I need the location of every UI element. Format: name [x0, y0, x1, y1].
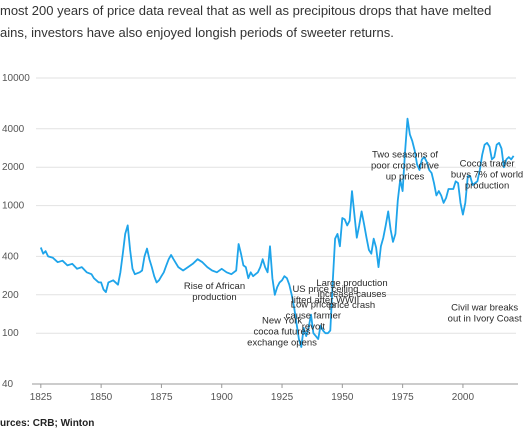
- annotation-line: Rise of African: [184, 281, 245, 292]
- annotation-line: increase causes: [318, 289, 387, 300]
- annotation-line: Large production: [316, 278, 387, 289]
- y-tick-label: 40: [2, 379, 14, 390]
- annotation-line: production: [465, 181, 509, 192]
- annotation-line: poor crops drive: [371, 161, 439, 172]
- annotation-1: Cocoa trader buys 7% of world production: [451, 159, 523, 192]
- annotation-line: up prices: [386, 172, 425, 183]
- y-tick-label: 1000: [2, 201, 25, 212]
- annotation-layer: Two seasons of poor crops drive up prices C…: [184, 150, 523, 349]
- cocoa-price-chart: 40 100 200 400 1000 2000 4000 10000 1825 1850 1875…: [2, 73, 523, 403]
- intro-line-2: ains, investors have also enjoyed longis…: [0, 25, 394, 40]
- annotation-line: Civil war breaks: [451, 303, 518, 314]
- annotation-line: revolt: [302, 322, 326, 333]
- annotation-line: cocoa futures: [254, 326, 311, 337]
- annotation-3: Civil war breaks out in Ivory Coast: [448, 303, 522, 325]
- intro-line-1: most 200 years of price data reveal that…: [0, 3, 492, 18]
- annotation-line: Cocoa trader: [460, 159, 515, 170]
- series-layer: [39, 117, 515, 348]
- series-line-0: [39, 117, 515, 348]
- y-tick-label: 10000: [2, 73, 30, 84]
- y-tick-label: 100: [2, 328, 19, 339]
- annotation-line: New York: [262, 315, 302, 326]
- annotation-6: US price ceiling lifted after WWII: [292, 284, 360, 306]
- annotation-line: lifted after WWII: [292, 295, 360, 306]
- annotation-4: Large production increase causes price cra…: [316, 278, 387, 311]
- source-note: urces: CRB; Winton: [0, 418, 95, 429]
- y-tick-label: 200: [2, 290, 19, 301]
- annotation-line: price crash: [329, 300, 375, 311]
- x-tick-label: 1900: [211, 392, 234, 403]
- x-tick-label: 1875: [150, 392, 173, 403]
- annotation-line: buys 7% of world: [451, 170, 523, 181]
- axis-layer: 40 100 200 400 1000 2000 4000 10000 1825 1850 1875…: [2, 73, 518, 403]
- annotation-0: Two seasons of poor crops drive up prices: [371, 150, 439, 183]
- x-tick-label: 1825: [30, 392, 53, 403]
- x-tick-label: 2000: [452, 392, 475, 403]
- annotation-line: Two seasons of: [372, 150, 438, 161]
- intro-text: most 200 years of price data reveal that…: [0, 0, 530, 44]
- annotation-line: exchange opens: [247, 337, 317, 348]
- x-tick-label: 1975: [392, 392, 415, 403]
- y-tick-label: 4000: [2, 124, 25, 135]
- annotation-7: Low prices cause farmer revolt: [286, 300, 341, 333]
- x-tick-label: 1925: [271, 392, 294, 403]
- y-tick-label: 400: [2, 251, 19, 262]
- annotation-line: US price ceiling: [292, 284, 358, 295]
- y-tick-label: 2000: [2, 162, 25, 173]
- x-tick-label: 1850: [90, 392, 113, 403]
- annotation-line: cause farmer: [286, 311, 341, 322]
- annotation-line: production: [192, 292, 236, 303]
- grid-layer: [36, 77, 516, 334]
- x-tick-label: 1950: [331, 392, 354, 403]
- annotation-5: Rise of African production: [184, 281, 245, 303]
- annotation-2: New York cocoa futures exchange opens: [247, 315, 317, 348]
- annotation-line: Low prices: [291, 300, 337, 311]
- annotation-line: out in Ivory Coast: [448, 314, 522, 325]
